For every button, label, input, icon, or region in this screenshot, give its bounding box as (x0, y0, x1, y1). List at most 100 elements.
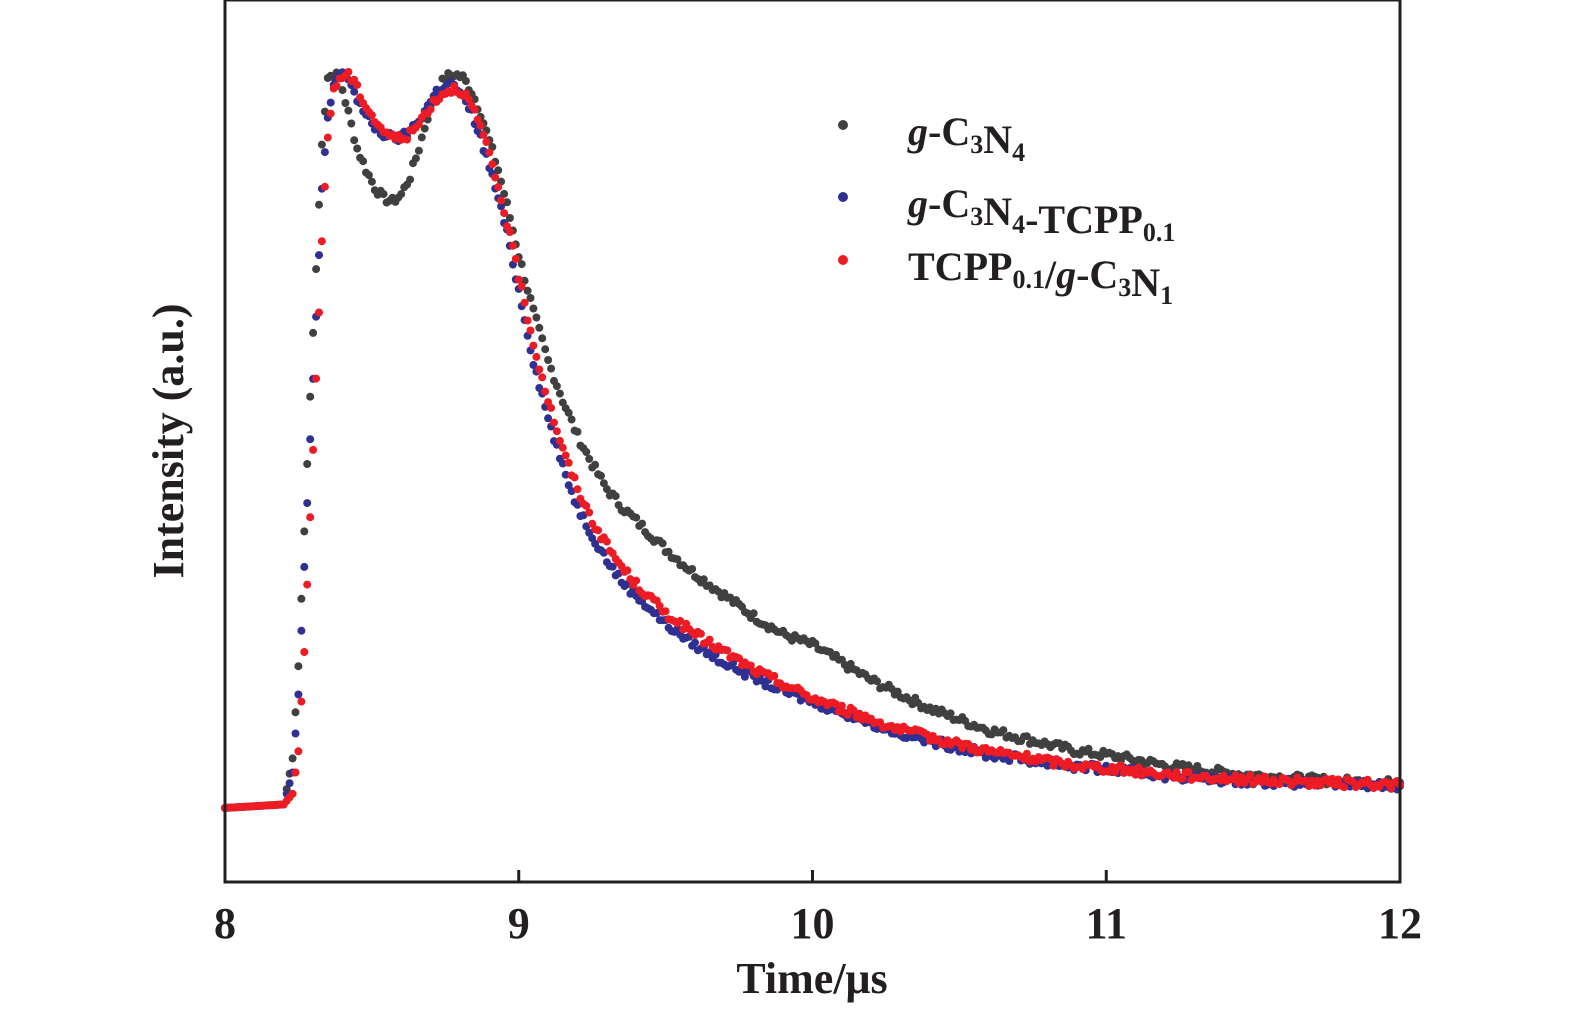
data-point (561, 451, 570, 460)
data-point (699, 575, 708, 584)
data-point (312, 265, 321, 274)
data-point (306, 435, 315, 444)
data-point (294, 662, 303, 671)
data-point (658, 539, 667, 548)
data-point (320, 148, 329, 157)
data-point (494, 183, 503, 192)
data-point (1116, 761, 1125, 770)
data-point (902, 734, 911, 742)
data-point (379, 190, 388, 199)
data-point (834, 707, 843, 716)
legend-marker-1 (838, 192, 848, 202)
data-point (573, 427, 582, 436)
data-point (497, 196, 506, 205)
data-point (479, 130, 488, 139)
data-point (315, 308, 323, 317)
data-point (946, 709, 955, 718)
data-point (1131, 770, 1140, 779)
data-point (723, 646, 732, 655)
data-point (1046, 755, 1055, 763)
data-point (291, 768, 300, 777)
data-point (843, 710, 852, 719)
data-point (538, 373, 547, 382)
data-point (547, 403, 556, 412)
data-points (221, 68, 1404, 812)
data-point (999, 726, 1008, 735)
data-point (353, 80, 362, 89)
data-point (532, 313, 541, 322)
data-point (1328, 774, 1337, 783)
data-point (555, 389, 564, 398)
data-point (317, 140, 326, 149)
x-tick-label-9: 9 (508, 899, 530, 948)
data-point (873, 677, 882, 686)
data-point (294, 690, 303, 699)
data-point (544, 414, 553, 423)
data-point (552, 382, 561, 391)
data-point (632, 576, 641, 585)
data-point (582, 448, 591, 456)
data-point (1134, 763, 1143, 772)
data-point (517, 282, 526, 291)
data-point (315, 200, 323, 209)
legend-marker-0 (838, 120, 848, 130)
data-point (661, 607, 670, 616)
data-point (288, 789, 297, 798)
data-point (350, 87, 359, 96)
data-point (1022, 749, 1031, 758)
data-point (567, 415, 576, 424)
data-point (306, 513, 315, 522)
data-point (414, 146, 423, 155)
data-point (338, 86, 347, 95)
data-point (414, 120, 423, 129)
legend-marker-2 (838, 255, 848, 265)
data-point (464, 95, 473, 104)
data-point (594, 526, 603, 535)
data-point (353, 144, 362, 153)
data-point (558, 443, 567, 452)
data-point (529, 361, 538, 369)
data-point (591, 460, 600, 469)
data-point (494, 166, 503, 175)
x-axis-label: Time/μs (736, 954, 887, 1003)
data-point (691, 638, 699, 647)
data-point (1022, 732, 1031, 741)
data-point (350, 136, 359, 145)
data-point (312, 374, 321, 383)
data-point (770, 671, 779, 680)
data-point (323, 133, 332, 142)
data-point (300, 527, 309, 536)
data-point (300, 562, 309, 571)
data-point (547, 364, 556, 373)
data-point (500, 189, 509, 198)
data-point (529, 304, 538, 313)
data-point (309, 445, 318, 454)
data-point (1084, 744, 1093, 753)
data-point (740, 672, 749, 681)
legend-label-1: g-C3N4-TCPP0.1 (907, 181, 1175, 247)
data-point (482, 138, 491, 146)
data-point (485, 148, 494, 157)
data-point (505, 228, 514, 236)
data-point (411, 154, 420, 163)
data-point (291, 708, 300, 717)
legend-label-2: TCPP0.1/g-C3N1 (908, 244, 1173, 310)
data-point (297, 697, 306, 706)
data-point (491, 173, 500, 182)
data-point (696, 629, 705, 638)
data-point (582, 501, 591, 510)
data-point (611, 492, 620, 501)
data-point (508, 241, 517, 250)
data-point (285, 779, 294, 788)
data-point (505, 214, 514, 222)
data-point (638, 519, 647, 528)
data-point (326, 109, 335, 118)
data-point (655, 601, 664, 610)
data-point (320, 182, 329, 191)
data-point (599, 479, 608, 488)
data-point (544, 356, 553, 364)
data-point (585, 454, 594, 463)
data-point (1178, 774, 1187, 783)
